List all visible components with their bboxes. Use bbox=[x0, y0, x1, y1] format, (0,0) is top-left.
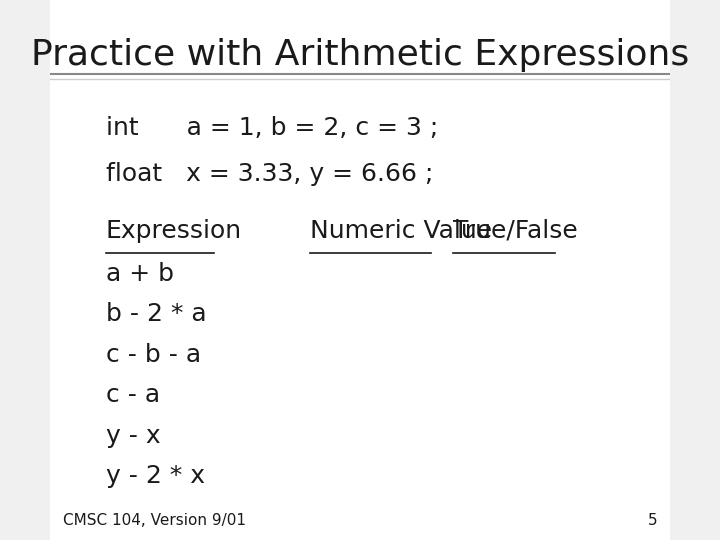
Text: True/False: True/False bbox=[453, 219, 577, 242]
Text: b - 2 * a: b - 2 * a bbox=[106, 302, 207, 326]
Text: c - b - a: c - b - a bbox=[106, 343, 201, 367]
Text: float   x = 3.33, y = 6.66 ;: float x = 3.33, y = 6.66 ; bbox=[106, 162, 433, 186]
Text: 5: 5 bbox=[648, 513, 657, 528]
Text: c - a: c - a bbox=[106, 383, 160, 407]
Text: Numeric Value: Numeric Value bbox=[310, 219, 492, 242]
Text: int      a = 1, b = 2, c = 3 ;: int a = 1, b = 2, c = 3 ; bbox=[106, 116, 438, 140]
Text: y - x: y - x bbox=[106, 424, 161, 448]
Text: CMSC 104, Version 9/01: CMSC 104, Version 9/01 bbox=[63, 513, 246, 528]
Text: Expression: Expression bbox=[106, 219, 242, 242]
FancyBboxPatch shape bbox=[50, 0, 670, 540]
Text: y - 2 * x: y - 2 * x bbox=[106, 464, 205, 488]
Text: Practice with Arithmetic Expressions: Practice with Arithmetic Expressions bbox=[31, 38, 689, 72]
Text: a + b: a + b bbox=[106, 262, 174, 286]
